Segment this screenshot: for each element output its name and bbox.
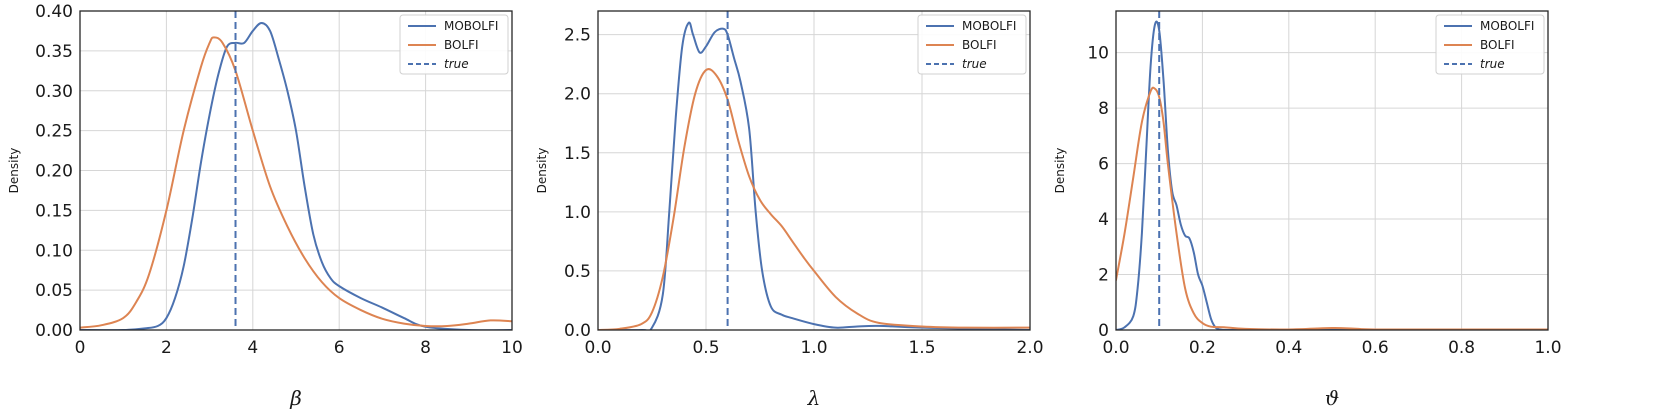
plot-frame — [79, 10, 513, 331]
x-tick-label: 4 — [247, 338, 258, 358]
x-axis-label: β — [289, 386, 302, 410]
legend-label: MOBOLFI — [444, 19, 498, 33]
y-tick-label: 0.0 — [564, 321, 591, 341]
y-tick-label: 0.40 — [35, 2, 73, 22]
legend-label: true — [444, 57, 469, 71]
y-tick-label: 2.0 — [564, 85, 591, 105]
legend-label: true — [962, 57, 987, 71]
series-line-bolfi — [80, 36, 512, 329]
series-line-bolfi — [598, 68, 1030, 330]
y-tick-label: 0.15 — [35, 201, 73, 221]
y-tick-label: 0.25 — [35, 122, 73, 142]
legend-box — [1435, 14, 1545, 75]
plot-frame — [1115, 10, 1549, 331]
y-tick-label: 8 — [1098, 99, 1109, 119]
legend-label: BOLFI — [444, 38, 479, 52]
y-tick-label: 1.5 — [564, 144, 591, 164]
y-axis-label: Density — [535, 148, 549, 194]
x-tick-label: 0.5 — [692, 338, 719, 358]
x-tick-label: 10 — [501, 338, 523, 358]
plot-frame — [597, 10, 1031, 331]
y-tick-label: 0.30 — [35, 82, 73, 102]
y-tick-label: 2 — [1098, 266, 1109, 286]
x-tick-label: 0.4 — [1275, 338, 1302, 358]
x-tick-label: 1.0 — [800, 338, 827, 358]
x-tick-label: 8 — [420, 338, 431, 358]
x-tick-label: 0.2 — [1189, 338, 1216, 358]
x-tick-label: 0.6 — [1362, 338, 1389, 358]
y-tick-label: 0.20 — [35, 162, 73, 182]
series-line-bolfi — [1116, 86, 1548, 330]
x-tick-label: 0.0 — [584, 338, 611, 358]
legend-label: MOBOLFI — [1480, 19, 1534, 33]
legend-box — [399, 14, 509, 75]
x-tick-label: 0 — [75, 338, 86, 358]
x-tick-label: 0.8 — [1448, 338, 1475, 358]
y-tick-label: 0.10 — [35, 241, 73, 261]
series-line-mobolfi — [1116, 20, 1548, 330]
series-line-mobolfi — [80, 21, 512, 330]
x-tick-label: 2.0 — [1016, 338, 1043, 358]
chart-panel-3: 0.0 0.2 0.4 0.6 0.8 1.0 0 2 4 6 8 10 ϑ Density MOBOLFI… — [1053, 10, 1562, 410]
legend: MOBOLFI BOLFI true — [917, 14, 1027, 75]
y-tick-label: 0 — [1098, 321, 1109, 341]
x-tick-label: 0.0 — [1102, 338, 1129, 358]
x-tick-label: 1.5 — [908, 338, 935, 358]
legend: MOBOLFI BOLFI true — [399, 14, 509, 75]
y-tick-label: 0.00 — [35, 321, 73, 341]
y-tick-label: 6 — [1098, 155, 1109, 175]
series-line-mobolfi — [598, 21, 1030, 330]
legend-label: BOLFI — [1480, 38, 1515, 52]
legend: MOBOLFI BOLFI true — [1435, 14, 1545, 75]
legend-label: MOBOLFI — [962, 19, 1016, 33]
legend-label: BOLFI — [962, 38, 997, 52]
legend-label: true — [1480, 57, 1505, 71]
x-tick-label: 6 — [334, 338, 345, 358]
y-tick-label: 1.0 — [564, 203, 591, 223]
chart-panel-2: 0.0 0.5 1.0 1.5 2.0 0.0 0.5 1.0 1.5 2.0 2.5 λ Densit… — [535, 10, 1044, 410]
y-tick-label: 0.5 — [564, 262, 591, 282]
y-tick-label: 2.5 — [564, 26, 591, 46]
chart-panel-1: 0 2 4 6 8 10 0.00 0.05 0.10 0.15 0.20 0.25 0.30 0.35 0… — [7, 2, 523, 410]
x-tick-label: 1.0 — [1534, 338, 1561, 358]
x-tick-label: 2 — [161, 338, 172, 358]
y-tick-label: 0.05 — [35, 281, 73, 301]
legend-box — [917, 14, 1027, 75]
x-axis-label: λ — [807, 386, 821, 410]
y-tick-label: 4 — [1098, 210, 1109, 230]
y-axis-label: Density — [1053, 148, 1067, 194]
y-tick-label: 0.35 — [35, 42, 73, 62]
y-tick-label: 10 — [1087, 44, 1109, 64]
y-axis-label: Density — [7, 148, 21, 194]
x-axis-label: ϑ — [1325, 386, 1339, 410]
